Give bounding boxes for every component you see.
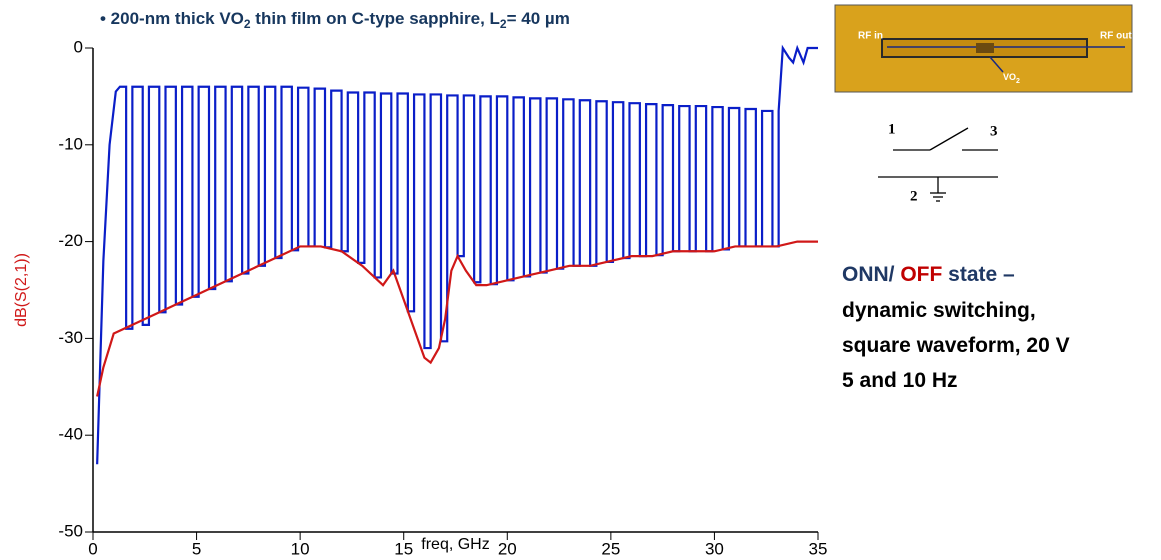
annotation: ONN/ OFF state – dynamic switching, square… (842, 263, 1070, 392)
annotation-text: square waveform, 20 V (842, 334, 1070, 357)
chart-title: • 200-nm thick VO2 thin film on C-type s… (100, 9, 570, 31)
rf-out-label: RF out (1100, 31, 1132, 42)
switch-schematic: 1 3 2 (878, 121, 998, 204)
vo2-sub: 2 (1016, 78, 1020, 85)
x-tick-label: 20 (498, 539, 517, 555)
y-tick-label: -50 (58, 521, 83, 540)
title-subscript: 2 (244, 17, 251, 31)
x-tick-label: 25 (601, 539, 620, 555)
x-tick-label: 5 (192, 539, 201, 555)
annotation-text: 5 and 10 Hz (842, 369, 958, 392)
x-tick-label: 35 (809, 539, 828, 555)
annotation-line: square waveform, 20 V (842, 334, 1070, 357)
x-tick-label: 0 (88, 539, 97, 555)
y-axis-label: dB(S(2,1)) (13, 253, 30, 327)
vo2-pad (976, 43, 994, 53)
switch-arm (929, 127, 969, 151)
vo2-label: VO2 (1003, 72, 1020, 84)
title-subscript: 2 (500, 17, 507, 31)
annotation-text: OFF (900, 263, 942, 286)
annotation-text: state – (942, 263, 1015, 286)
device-photo: RF in RF out VO2 (834, 4, 1133, 93)
port-label: 2 (910, 188, 918, 204)
x-axis-label: freq, GHz (421, 536, 489, 553)
title-text: = 40 µm (507, 9, 570, 28)
annotation-text: ONN/ (842, 263, 900, 286)
x-tick-label: 30 (705, 539, 724, 555)
port-label: 1 (888, 121, 896, 137)
x-tick-label: 10 (291, 539, 310, 555)
annotation-line: dynamic switching, (842, 299, 1036, 322)
vo2-text: VO (1003, 72, 1016, 82)
title-text: thin film on C-type sapphire, L (251, 9, 500, 28)
rf-in-label: RF in (858, 31, 883, 42)
title-text: • 200-nm thick VO (100, 9, 244, 28)
port-label: 3 (990, 123, 998, 139)
y-tick-label: -30 (58, 328, 83, 347)
y-tick-label: -10 (58, 134, 83, 153)
y-tick-label: -40 (58, 425, 83, 444)
annotation-line: 5 and 10 Hz (842, 369, 958, 392)
x-tick-label: 15 (394, 539, 413, 555)
annotation-line: ONN/ OFF state – (842, 263, 1015, 286)
annotation-text: dynamic switching, (842, 299, 1036, 322)
series-line (96, 240, 818, 397)
vo2-arrow (989, 56, 1004, 73)
y-tick-label: 0 (74, 37, 83, 56)
y-tick-label: -20 (58, 231, 83, 250)
